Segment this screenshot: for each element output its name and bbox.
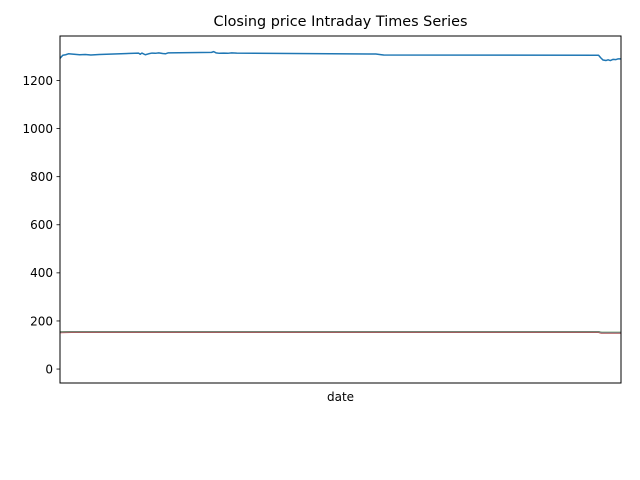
series-line-1	[59, 50, 621, 62]
y-tick-label: 0	[45, 362, 53, 376]
series-layer	[59, 50, 621, 334]
series-line-5	[59, 331, 621, 334]
y-tick-label: 1000	[22, 122, 53, 136]
plot-area	[60, 36, 621, 383]
y-tick-label: 600	[30, 218, 53, 232]
y-tick-label: 1200	[22, 74, 53, 88]
plot-frame	[59, 35, 622, 384]
y-axis-ticks: 0 200 400 600 800 1000 1200	[22, 74, 60, 376]
y-tick-label: 200	[30, 314, 53, 328]
x-axis-label: date	[327, 390, 354, 404]
y-tick-label: 800	[30, 170, 53, 184]
y-tick-label: 400	[30, 266, 53, 280]
chart-title: Closing price Intraday Times Series	[214, 14, 468, 30]
